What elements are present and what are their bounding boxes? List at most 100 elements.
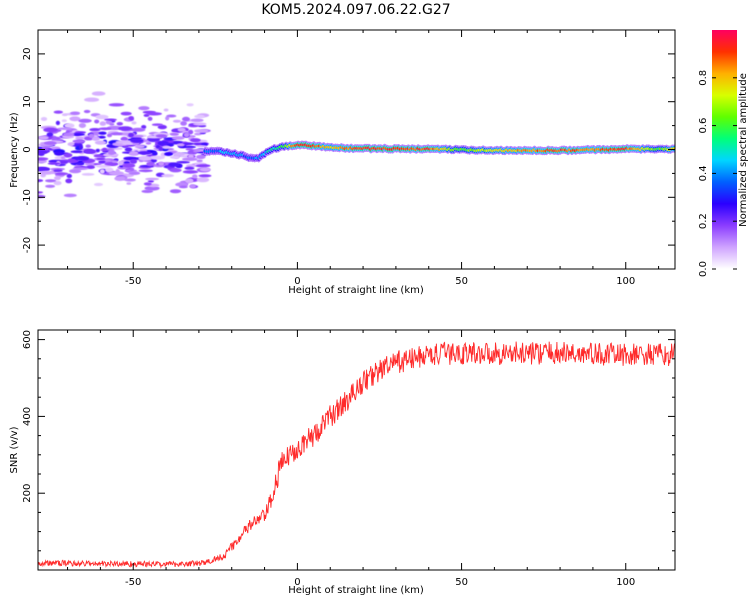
noise-blob <box>114 176 126 182</box>
noise-blob <box>45 184 56 188</box>
noise-blob <box>54 151 64 156</box>
colorbar-tick-label: 0.6 <box>698 118 709 134</box>
x-tick-label: 0 <box>294 577 300 588</box>
noise-blob <box>176 143 185 147</box>
noise-blob <box>193 122 207 126</box>
noise-blob <box>70 111 81 115</box>
noise-blob <box>63 193 77 198</box>
noise-blob <box>146 112 163 116</box>
snr-y-axis-label: SNR (v/v) <box>9 426 20 473</box>
noise-blob <box>60 156 66 160</box>
noise-blob <box>45 179 57 183</box>
snr-x-axis-label: Height of straight line (km) <box>288 585 424 596</box>
noise-blob <box>108 171 124 176</box>
noise-blob <box>51 137 57 142</box>
noise-blob <box>147 116 153 121</box>
y-tick-label: 10 <box>22 95 33 108</box>
noise-blob <box>137 151 152 155</box>
noise-blob <box>120 111 132 116</box>
noise-blob <box>187 129 194 135</box>
noise-blob <box>196 159 203 163</box>
noise-blob <box>176 160 190 164</box>
noise-blob <box>145 177 160 181</box>
noise-blob <box>129 159 138 164</box>
noise-blob <box>175 182 189 187</box>
noise-blob <box>182 142 195 146</box>
y-tick-label: -10 <box>22 189 33 205</box>
noise-blob <box>151 123 163 126</box>
noise-blob <box>88 133 95 138</box>
x-tick-label: 0 <box>294 276 300 287</box>
noise-blob <box>194 132 202 136</box>
noise-blob <box>163 108 169 112</box>
noise-blob <box>184 166 195 170</box>
noise-blob <box>186 103 194 107</box>
noise-blob <box>149 155 165 160</box>
noise-blob <box>166 114 177 118</box>
noise-blob <box>38 179 44 183</box>
x-tick-label: 100 <box>616 577 635 588</box>
noise-blob <box>120 136 129 142</box>
noise-blob <box>38 157 49 161</box>
noise-blob <box>129 167 135 171</box>
noise-blob <box>105 167 114 173</box>
colorbar: 0.0 0.2 0.4 0.6 0.8 Normalized spectral ampl… <box>698 30 749 277</box>
noise-blob <box>144 185 160 191</box>
noise-blob <box>130 138 144 143</box>
noise-blob <box>43 127 58 133</box>
noise-blob <box>183 132 190 138</box>
noise-blob <box>98 131 107 135</box>
noise-blob <box>76 162 85 166</box>
noise-blob <box>66 173 73 179</box>
noise-blob <box>128 171 141 175</box>
noise-blob <box>185 147 194 151</box>
noise-blob <box>38 146 43 150</box>
noise-blob <box>61 119 67 123</box>
noise-blob <box>124 147 133 152</box>
noise-blob <box>44 141 57 146</box>
colorbar-tick-label: 0.2 <box>698 213 709 229</box>
noise-blob <box>78 145 84 150</box>
noise-blob <box>102 147 108 152</box>
noise-blob <box>51 146 61 150</box>
noise-blob <box>57 127 72 130</box>
noise-blob <box>124 178 136 182</box>
noise-blob <box>195 164 211 168</box>
noise-blob <box>38 149 48 155</box>
noise-blob <box>39 170 54 175</box>
noise-blob <box>168 162 180 167</box>
noise-blob <box>67 142 75 147</box>
noise-blob <box>70 150 83 154</box>
noise-blob <box>169 155 180 159</box>
figure-title: KOM5.2024.097.06.22.G27 <box>261 2 450 18</box>
noise-blob <box>72 132 85 136</box>
noise-blob <box>54 176 61 181</box>
noise-blob <box>122 163 136 169</box>
noise-blob <box>78 123 86 128</box>
noise-blob <box>118 161 123 166</box>
noise-blob <box>196 177 210 183</box>
x-tick-label: 50 <box>455 577 468 588</box>
spectrogram-heatmap <box>38 91 675 199</box>
noise-blob <box>84 97 100 102</box>
y-tick-label: 0 <box>22 146 33 152</box>
colorbar-tick-label: 0.0 <box>698 261 709 277</box>
noise-blob <box>99 121 107 126</box>
snr-plot-area <box>38 330 675 570</box>
noise-blob <box>158 161 165 166</box>
noise-blob <box>165 116 170 121</box>
noise-blob <box>95 164 112 168</box>
noise-blob <box>47 162 61 165</box>
noise-blob <box>98 160 106 164</box>
noise-blob <box>190 138 201 143</box>
noise-blob <box>199 167 211 172</box>
noise-blob <box>95 114 109 120</box>
noise-blob <box>94 119 100 124</box>
noise-blob <box>194 129 209 133</box>
noise-blob <box>89 128 101 132</box>
noise-blob <box>116 122 124 126</box>
noise-blob <box>75 136 85 140</box>
noise-blob <box>164 152 174 156</box>
x-tick-label: 100 <box>616 276 635 287</box>
noise-blob <box>124 169 138 173</box>
